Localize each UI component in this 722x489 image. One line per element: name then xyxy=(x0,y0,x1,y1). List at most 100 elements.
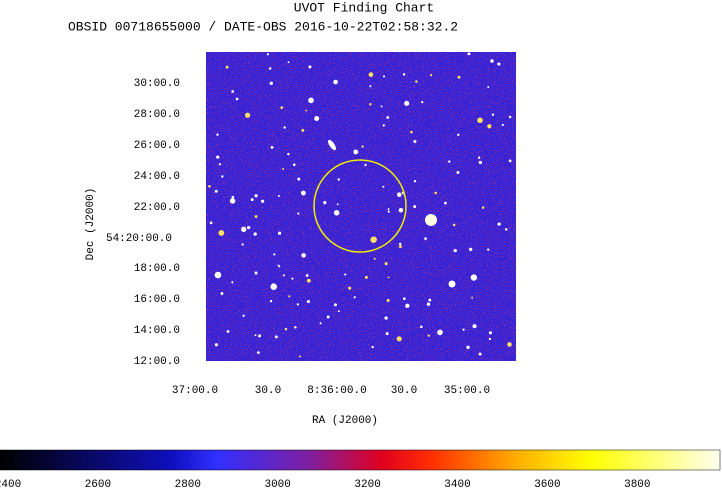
star xyxy=(326,315,330,319)
star xyxy=(380,105,383,108)
star xyxy=(478,160,482,165)
star xyxy=(288,295,291,298)
star xyxy=(270,283,277,290)
star xyxy=(456,171,460,174)
star xyxy=(410,130,413,134)
colorbar-tick-label: 3400 xyxy=(444,479,470,489)
star xyxy=(333,303,337,307)
star xyxy=(306,278,311,283)
y-tick-label: 16:00.0 xyxy=(134,294,180,306)
star xyxy=(246,225,251,230)
star xyxy=(208,184,211,188)
star xyxy=(235,97,239,101)
star xyxy=(497,62,501,66)
star xyxy=(369,85,372,88)
star xyxy=(254,194,258,198)
star xyxy=(404,100,410,106)
star xyxy=(467,52,471,56)
star xyxy=(214,343,219,347)
star xyxy=(333,79,338,85)
star xyxy=(457,75,461,79)
star xyxy=(333,210,340,216)
star xyxy=(396,336,402,342)
star xyxy=(491,113,495,116)
star xyxy=(402,73,406,76)
star xyxy=(426,302,431,306)
colorbar-tick-label: 3800 xyxy=(624,479,650,489)
star xyxy=(297,212,300,215)
star xyxy=(337,178,340,181)
y-tick-label: 24:00.0 xyxy=(134,171,180,183)
star xyxy=(487,85,490,88)
star xyxy=(231,195,235,199)
star xyxy=(384,316,388,320)
star xyxy=(226,330,230,333)
star xyxy=(427,334,430,337)
star xyxy=(231,90,235,93)
star xyxy=(280,106,284,109)
star xyxy=(457,133,460,137)
star xyxy=(253,232,257,236)
star xyxy=(216,155,220,159)
star xyxy=(425,214,437,226)
star xyxy=(294,326,297,329)
star xyxy=(396,192,402,198)
star xyxy=(277,264,280,267)
star xyxy=(277,231,282,235)
subtitle: OBSID 00718655000 / DATE-OBS 2016-10-22T… xyxy=(68,19,458,34)
star xyxy=(256,351,260,354)
colorbar-tick-label: 2400 xyxy=(0,479,21,489)
x-tick-label: 30.0 xyxy=(255,385,281,397)
star xyxy=(387,210,390,213)
star xyxy=(421,100,424,104)
star xyxy=(353,296,356,299)
star xyxy=(508,115,512,119)
star xyxy=(242,314,245,317)
star xyxy=(429,74,433,77)
star xyxy=(462,328,465,331)
star xyxy=(370,236,377,243)
star xyxy=(258,334,262,338)
y-tick-label: 12:00.0 xyxy=(134,356,180,368)
star xyxy=(308,97,314,104)
sky-image xyxy=(206,52,516,361)
star xyxy=(221,175,224,178)
star xyxy=(301,253,306,258)
star xyxy=(216,133,219,136)
star xyxy=(488,331,493,335)
star xyxy=(501,123,504,127)
y-tick-label: 54:20:00.0 xyxy=(106,233,172,245)
star xyxy=(218,163,222,166)
star xyxy=(477,156,481,159)
star xyxy=(284,327,288,331)
star xyxy=(369,103,372,106)
star xyxy=(269,81,273,85)
star xyxy=(254,334,257,337)
star xyxy=(214,189,218,193)
star xyxy=(323,200,327,205)
star xyxy=(283,126,286,129)
star xyxy=(337,310,340,313)
star xyxy=(478,352,482,356)
star xyxy=(466,345,470,350)
y-tick-label: 28:00.0 xyxy=(134,109,180,121)
star xyxy=(382,124,385,127)
x-tick-label: 35:00.0 xyxy=(444,385,490,397)
x-tick-label: 30.0 xyxy=(391,385,417,397)
star xyxy=(415,80,418,83)
colorbar-tick-label: 2800 xyxy=(175,479,201,489)
y-tick-label: 22:00.0 xyxy=(134,202,180,214)
star xyxy=(488,337,492,341)
star xyxy=(282,167,285,170)
y-tick-label: 14:00.0 xyxy=(134,325,180,337)
x-tick-label: 8:36:00.0 xyxy=(307,385,366,397)
star xyxy=(444,201,447,205)
star xyxy=(348,286,352,290)
star xyxy=(470,274,478,281)
star xyxy=(269,300,273,303)
star xyxy=(361,145,364,148)
star xyxy=(373,257,376,260)
x-tick-label: 37:00.0 xyxy=(172,385,218,397)
star xyxy=(452,223,456,227)
source-region xyxy=(313,159,407,253)
